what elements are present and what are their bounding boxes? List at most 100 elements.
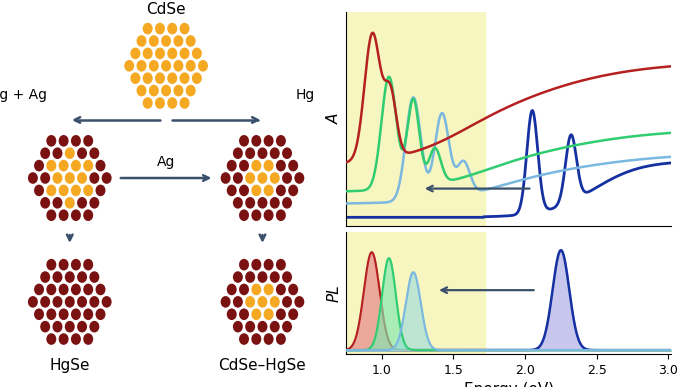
Bar — [346, 232, 485, 354]
Circle shape — [40, 271, 50, 283]
Circle shape — [28, 172, 38, 184]
Bar — [346, 12, 485, 226]
Circle shape — [198, 60, 208, 72]
Circle shape — [264, 333, 273, 345]
Circle shape — [161, 85, 171, 96]
Circle shape — [264, 284, 273, 295]
Circle shape — [65, 321, 75, 332]
Y-axis label: A: A — [327, 114, 342, 124]
Circle shape — [47, 160, 56, 171]
Circle shape — [227, 185, 237, 196]
Circle shape — [264, 259, 273, 271]
Circle shape — [245, 296, 255, 308]
Circle shape — [167, 97, 177, 109]
Circle shape — [239, 259, 249, 271]
Circle shape — [282, 197, 292, 209]
Circle shape — [101, 296, 112, 308]
Circle shape — [233, 271, 243, 283]
Circle shape — [251, 259, 261, 271]
Circle shape — [173, 35, 184, 47]
Circle shape — [47, 333, 56, 345]
Circle shape — [221, 296, 231, 308]
Circle shape — [258, 296, 267, 308]
Circle shape — [77, 147, 87, 159]
Circle shape — [251, 308, 261, 320]
Circle shape — [47, 185, 56, 196]
Text: Infrared: Infrared — [407, 0, 467, 3]
Circle shape — [251, 185, 261, 196]
Circle shape — [142, 23, 153, 34]
Circle shape — [221, 172, 231, 184]
Circle shape — [155, 48, 165, 59]
Circle shape — [167, 23, 177, 34]
Text: CdSe–HgSe: CdSe–HgSe — [219, 358, 306, 373]
Text: Ag: Ag — [157, 155, 175, 169]
Circle shape — [167, 48, 177, 59]
Circle shape — [288, 284, 298, 295]
Circle shape — [282, 296, 292, 308]
Circle shape — [186, 85, 196, 96]
Circle shape — [270, 172, 279, 184]
Circle shape — [34, 284, 44, 295]
Circle shape — [136, 60, 147, 72]
Circle shape — [245, 197, 255, 209]
Circle shape — [251, 135, 261, 147]
Circle shape — [276, 185, 286, 196]
Circle shape — [89, 271, 99, 283]
Circle shape — [264, 135, 273, 147]
Circle shape — [264, 209, 273, 221]
Circle shape — [83, 185, 93, 196]
Circle shape — [276, 209, 286, 221]
Circle shape — [89, 296, 99, 308]
Circle shape — [288, 185, 298, 196]
Text: Hg + Ag: Hg + Ag — [0, 88, 47, 102]
Y-axis label: PL: PL — [327, 284, 342, 302]
Circle shape — [40, 147, 50, 159]
Text: Hg: Hg — [296, 88, 315, 102]
Circle shape — [270, 197, 279, 209]
Circle shape — [179, 48, 190, 59]
Circle shape — [95, 308, 105, 320]
Circle shape — [47, 284, 56, 295]
Circle shape — [89, 147, 99, 159]
Circle shape — [161, 60, 171, 72]
Circle shape — [28, 296, 38, 308]
Circle shape — [276, 308, 286, 320]
Circle shape — [258, 172, 267, 184]
Circle shape — [233, 147, 243, 159]
Circle shape — [270, 147, 279, 159]
Circle shape — [233, 321, 243, 332]
Circle shape — [276, 160, 286, 171]
Circle shape — [186, 60, 196, 72]
Circle shape — [142, 72, 153, 84]
Circle shape — [186, 35, 196, 47]
Circle shape — [53, 271, 62, 283]
Circle shape — [173, 60, 184, 72]
Circle shape — [295, 296, 304, 308]
Circle shape — [77, 271, 87, 283]
Circle shape — [89, 172, 99, 184]
Circle shape — [245, 172, 255, 184]
Circle shape — [95, 160, 105, 171]
Circle shape — [227, 160, 237, 171]
Circle shape — [251, 284, 261, 295]
Circle shape — [40, 172, 50, 184]
Circle shape — [71, 333, 81, 345]
Circle shape — [264, 308, 273, 320]
Circle shape — [83, 284, 93, 295]
Circle shape — [136, 35, 147, 47]
Circle shape — [65, 271, 75, 283]
Circle shape — [270, 321, 279, 332]
Circle shape — [71, 185, 81, 196]
Circle shape — [251, 333, 261, 345]
Circle shape — [77, 172, 87, 184]
Circle shape — [71, 160, 81, 171]
Circle shape — [77, 197, 87, 209]
Circle shape — [89, 197, 99, 209]
Circle shape — [245, 321, 255, 332]
Circle shape — [47, 209, 56, 221]
Circle shape — [101, 172, 112, 184]
Circle shape — [142, 48, 153, 59]
Circle shape — [233, 197, 243, 209]
Circle shape — [288, 308, 298, 320]
